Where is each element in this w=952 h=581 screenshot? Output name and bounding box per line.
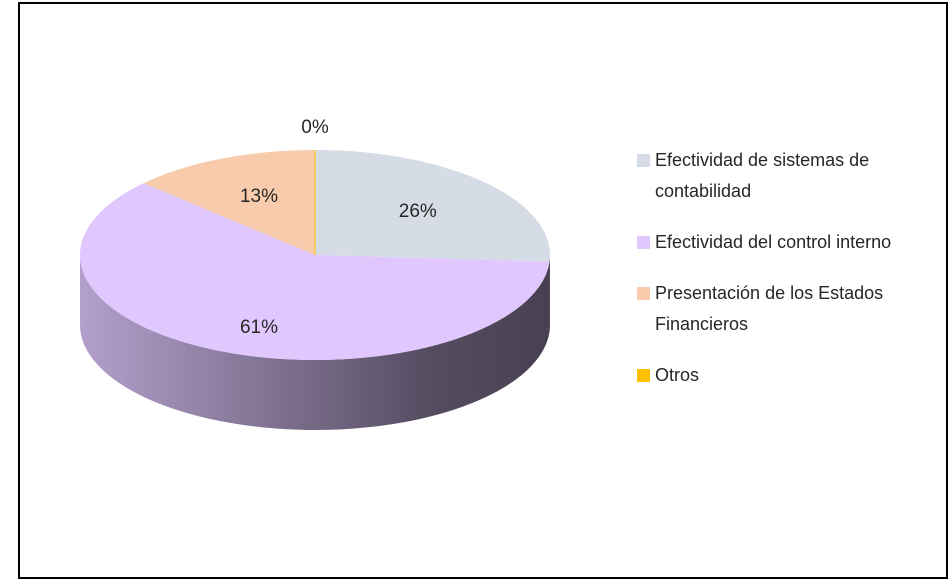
pie-side	[80, 255, 550, 430]
pie-slice	[143, 150, 315, 255]
legend-label: Efectividad del control interno	[655, 232, 892, 252]
legend-label: Efectividad de sistemas de contabilidad	[655, 150, 870, 201]
legend-entry: Presentación de los Estados Financieros	[637, 278, 895, 340]
legend-swatch	[637, 369, 650, 382]
legend-entry: Otros	[637, 360, 895, 391]
pie-slice	[79, 183, 550, 360]
legend: Efectividad de sistemas de contabilidad E…	[637, 145, 907, 411]
legend-swatch	[637, 287, 650, 300]
data-label: 13%	[240, 186, 278, 207]
data-label: 26%	[399, 201, 437, 222]
data-label: 0%	[301, 117, 329, 138]
legend-swatch	[637, 154, 650, 167]
data-label: 61%	[240, 317, 278, 338]
legend-label: Presentación de los Estados Financieros	[655, 283, 884, 334]
legend-entry: Efectividad de sistemas de contabilidad	[637, 145, 895, 207]
chart-frame	[18, 2, 948, 579]
legend-swatch	[637, 236, 650, 249]
pie-slice	[315, 150, 550, 262]
legend-entry: Efectividad del control interno	[637, 227, 895, 258]
legend-label: Otros	[655, 365, 700, 385]
